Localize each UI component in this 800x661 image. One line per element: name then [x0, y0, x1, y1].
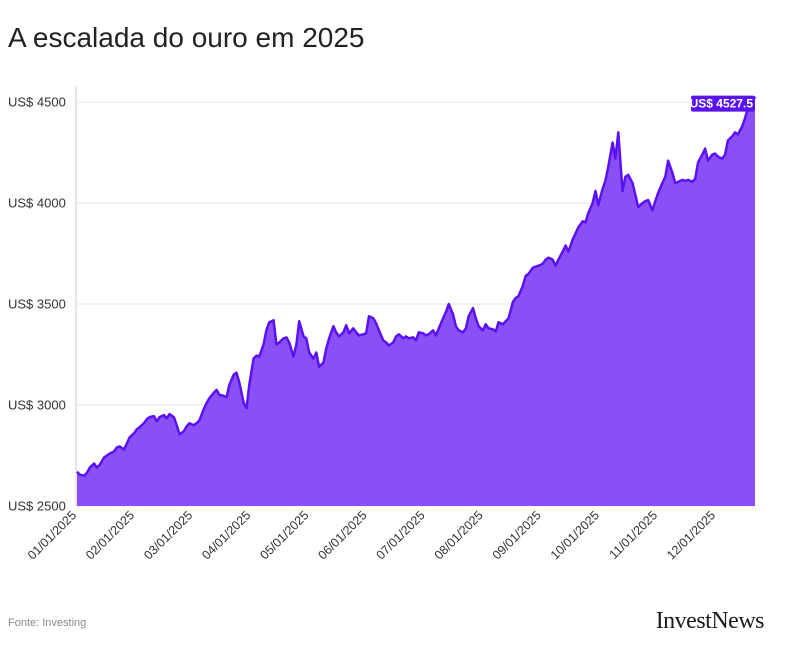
x-tick-label: 01/01/2025: [25, 508, 79, 562]
last-value-label-text: US$ 4527.5: [690, 97, 754, 111]
y-tick-label: US$ 3000: [8, 398, 66, 413]
area-fill: [77, 96, 755, 506]
last-value-label: US$ 4527.5: [690, 95, 755, 112]
x-axis: 01/01/2025 02/01/2025 03/01/2025 04/01/2025…: [25, 508, 718, 562]
investnews-logo: InvestNews: [655, 608, 765, 634]
y-axis: US$ 2500 US$ 3000 US$ 3500 US$ 4000 US$ 4500: [8, 95, 66, 514]
y-tick-label: US$ 4000: [8, 196, 66, 211]
x-tick-label: 12/01/2025: [664, 508, 718, 562]
y-tick-label: US$ 4500: [8, 95, 66, 110]
x-tick-label: 04/01/2025: [199, 508, 253, 562]
y-tick-label: US$ 2500: [8, 499, 66, 514]
x-tick-label: 05/01/2025: [257, 508, 311, 562]
y-tick-label: US$ 3500: [8, 297, 66, 312]
x-tick-label: 06/01/2025: [315, 508, 369, 562]
x-tick-label: 09/01/2025: [490, 508, 544, 562]
price-line: [76, 96, 757, 477]
x-tick-label: 11/01/2025: [607, 508, 661, 562]
x-tick-label: 02/01/2025: [83, 508, 137, 562]
area-chart: US$ 2500 US$ 3000 US$ 3500 US$ 4000 US$ 4500…: [8, 87, 757, 562]
x-tick-label: 07/01/2025: [374, 508, 428, 562]
chart-title: A escalada do ouro em 2025: [8, 22, 365, 53]
x-tick-label: 10/01/2025: [548, 508, 602, 562]
last-value-label-bg: [691, 95, 755, 112]
source-note: Fonte: Investing: [8, 617, 87, 629]
x-tick-label: 08/01/2025: [432, 508, 486, 562]
x-tick-label: 03/01/2025: [141, 508, 195, 562]
